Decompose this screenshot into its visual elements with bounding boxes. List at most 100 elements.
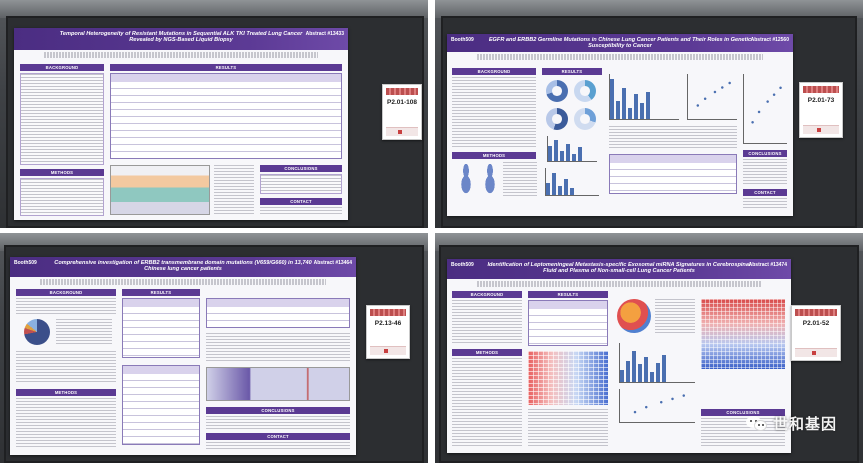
bar-chart <box>547 136 597 162</box>
figure-caption <box>655 299 695 333</box>
poster-header: Booth509 Comprehensive investigation of … <box>10 257 356 277</box>
watermark-text: 世和基因 <box>772 415 837 433</box>
session-tag: P2.01-52 <box>791 305 841 361</box>
mutation-map-figure <box>206 367 350 401</box>
poster-title: Comprehensive investigation of ERBB2 tra… <box>54 260 312 273</box>
abstract-number: Abstract #13464 <box>313 260 352 266</box>
body-figure <box>455 164 477 198</box>
session-code: P2.01-108 <box>387 99 417 106</box>
results-text <box>609 126 737 150</box>
section-conclusions: CONCLUSIONS <box>206 407 350 414</box>
poster-3: Booth509 Comprehensive investigation of … <box>10 257 356 455</box>
section-results: RESULTS <box>110 64 342 71</box>
session-code: P2.01-52 <box>802 320 830 327</box>
section-background: BACKGROUND <box>452 68 536 75</box>
heatmap <box>701 299 785 369</box>
poster-1: Temporal Heterogeneity of Resistant Muta… <box>14 28 348 220</box>
section-contact: CONTACT <box>260 198 342 205</box>
photo-top-right: Booth509 EGFR and ERBB2 Germline Mutatio… <box>435 0 863 228</box>
results-table <box>528 300 608 346</box>
background-text <box>20 73 104 165</box>
author-line <box>44 52 318 58</box>
poster-title: Temporal Heterogeneity of Resistant Muta… <box>59 31 303 44</box>
section-methods: METHODS <box>452 152 536 159</box>
section-results: RESULTS <box>122 289 200 296</box>
background-text <box>16 298 116 316</box>
pie-legend <box>56 319 112 345</box>
donut-chart <box>546 108 568 130</box>
author-line <box>477 281 761 287</box>
section-conclusions: CONCLUSIONS <box>701 409 785 416</box>
body-figure <box>479 164 501 198</box>
contact-text <box>206 442 350 450</box>
author-line <box>477 54 763 60</box>
session-code: P2.01-73 <box>807 97 835 104</box>
section-conclusions: CONCLUSIONS <box>743 150 787 157</box>
clinical-table <box>206 298 350 328</box>
photo-top-left: Temporal Heterogeneity of Resistant Muta… <box>0 0 428 228</box>
results-table <box>122 298 200 358</box>
ceiling <box>0 0 428 18</box>
poster-header: Booth509 EGFR and ERBB2 Germline Mutatio… <box>447 34 793 52</box>
poster-2: Booth509 EGFR and ERBB2 Germline Mutatio… <box>447 34 793 216</box>
section-background: BACKGROUND <box>16 289 116 296</box>
contact-text <box>260 207 342 216</box>
abstract-number: Abstract #13474 <box>748 262 787 268</box>
pie-chart <box>24 319 50 345</box>
section-contact: CONTACT <box>743 189 787 196</box>
bar-chart <box>609 74 679 120</box>
poster-title: EGFR and ERBB2 Germline Mutations in Chi… <box>488 37 752 50</box>
tag-header <box>370 309 406 316</box>
venn-diagram <box>617 299 651 333</box>
scatter-chart <box>687 74 737 120</box>
results-table <box>110 73 342 159</box>
methods-text <box>20 178 104 216</box>
wechat-icon <box>745 414 768 433</box>
poster-header: Booth509 Identification of Leptomeningea… <box>447 259 791 279</box>
bar-chart <box>619 343 695 383</box>
photo-bottom-right: Booth509 Identification of Leptomeningea… <box>435 233 863 463</box>
abstract-number: Abstract #12560 <box>750 37 789 43</box>
section-conclusions: CONCLUSIONS <box>260 165 342 172</box>
booth-label: Booth509 <box>14 260 37 266</box>
author-line <box>40 279 326 285</box>
session-tag: P2.01-73 <box>799 82 843 138</box>
section-contact: CONTACT <box>206 433 350 440</box>
booth-label: Booth509 <box>451 262 474 268</box>
methods-text <box>503 162 537 198</box>
conclusions-text <box>206 416 350 430</box>
bar-chart <box>545 168 599 196</box>
tag-header <box>795 309 837 316</box>
session-tag: P2.01-108 <box>382 84 422 140</box>
background-text <box>452 300 522 344</box>
section-methods: METHODS <box>16 389 116 396</box>
ceiling <box>435 0 863 18</box>
heatmap <box>528 351 608 405</box>
survival-curve <box>743 74 787 144</box>
booth-label: Booth509 <box>451 37 474 43</box>
donut-chart <box>546 80 568 102</box>
section-results: RESULTS <box>542 68 602 75</box>
poster-header: Temporal Heterogeneity of Resistant Muta… <box>14 28 348 50</box>
methods-text <box>452 358 522 448</box>
arrow-icon <box>795 348 837 357</box>
arrow-icon <box>803 125 839 134</box>
conclusions-text <box>743 159 787 185</box>
figure-caption <box>214 165 254 215</box>
mutation-timeline-figure <box>110 165 210 215</box>
watermark: 世和基因 <box>745 413 837 434</box>
tag-header <box>386 88 418 95</box>
poster-title: Identification of Leptomeningeal Metasta… <box>487 262 751 275</box>
variant-table <box>122 365 200 445</box>
methods-text <box>16 398 116 448</box>
arrow-icon <box>386 127 418 136</box>
conclusions-text <box>260 174 342 194</box>
poster-4: Booth509 Identification of Leptomeningea… <box>447 259 791 453</box>
section-background: BACKGROUND <box>20 64 104 71</box>
session-tag: P2.13-46 <box>366 305 410 359</box>
section-methods: METHODS <box>20 169 104 176</box>
contact-text <box>743 198 787 208</box>
background-text <box>452 77 536 147</box>
roc-curve <box>619 389 695 423</box>
